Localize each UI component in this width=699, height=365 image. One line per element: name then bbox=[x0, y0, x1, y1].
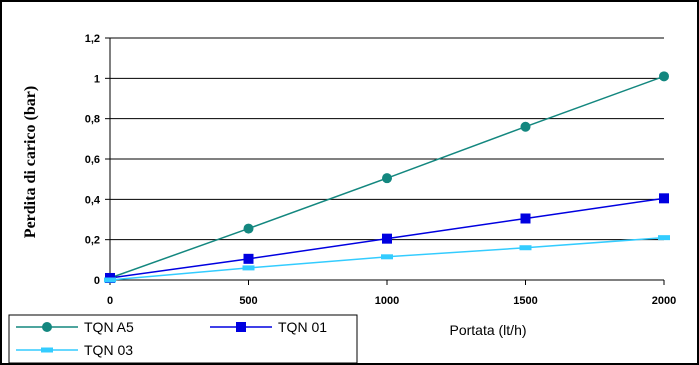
series-tqn-01 bbox=[105, 193, 669, 283]
x-tick-label: 500 bbox=[239, 295, 257, 307]
y-tick-labels: 0 0,2 0,4 0,6 0,8 1 1,2 bbox=[85, 33, 101, 287]
y-tick-label: 0,4 bbox=[85, 194, 101, 206]
y-tick-label: 0,6 bbox=[85, 154, 100, 166]
data-point bbox=[659, 193, 669, 204]
legend-label: TQN 01 bbox=[278, 319, 327, 335]
x-tick-label: 2000 bbox=[652, 295, 676, 307]
legend-item-tqn-01: TQN 01 bbox=[210, 319, 327, 335]
legend-item-tqn-a5: TQN A5 bbox=[16, 319, 134, 335]
legend-item-tqn-03: TQN 03 bbox=[16, 342, 133, 358]
y-tick-label: 1 bbox=[94, 73, 100, 85]
data-point bbox=[243, 223, 254, 234]
data-point bbox=[104, 277, 116, 283]
data-point bbox=[382, 173, 392, 184]
legend-swatch-marker bbox=[41, 347, 53, 353]
y-tick-label: 0,8 bbox=[85, 114, 100, 126]
legend-swatch-marker bbox=[236, 322, 246, 332]
series-group bbox=[104, 71, 670, 283]
x-axis-label: Portata (lt/h) bbox=[449, 322, 526, 338]
legend-box bbox=[8, 314, 358, 364]
series-tqn-a5 bbox=[105, 71, 669, 283]
data-point bbox=[519, 245, 532, 251]
x-tick-label: 1000 bbox=[375, 295, 399, 307]
y-tick-label: 1,2 bbox=[85, 33, 100, 45]
x-tick-labels: 0 500 1000 1500 2000 bbox=[107, 295, 676, 307]
data-point bbox=[381, 254, 393, 260]
x-tick-label: 1500 bbox=[513, 295, 537, 307]
y-axis-label: Perdita di carico (bar) bbox=[22, 86, 39, 238]
grid-lines bbox=[110, 37, 664, 241]
legend: TQN A5 TQN 01 TQN 03 bbox=[8, 314, 358, 364]
legend-label: TQN A5 bbox=[84, 319, 134, 335]
data-point bbox=[243, 253, 254, 264]
legend-swatch-marker bbox=[42, 322, 52, 332]
y-tick-label: 0 bbox=[94, 275, 100, 287]
axes bbox=[105, 37, 665, 285]
y-tick-label: 0,2 bbox=[85, 235, 100, 247]
data-point bbox=[382, 233, 392, 244]
data-point bbox=[520, 121, 531, 132]
series-tqn-03 bbox=[104, 235, 670, 283]
data-point bbox=[520, 213, 531, 224]
data-point bbox=[242, 265, 255, 271]
legend-label: TQN 03 bbox=[84, 342, 133, 358]
data-point bbox=[658, 235, 670, 241]
data-point bbox=[659, 71, 669, 82]
x-tick-label: 0 bbox=[107, 295, 113, 307]
